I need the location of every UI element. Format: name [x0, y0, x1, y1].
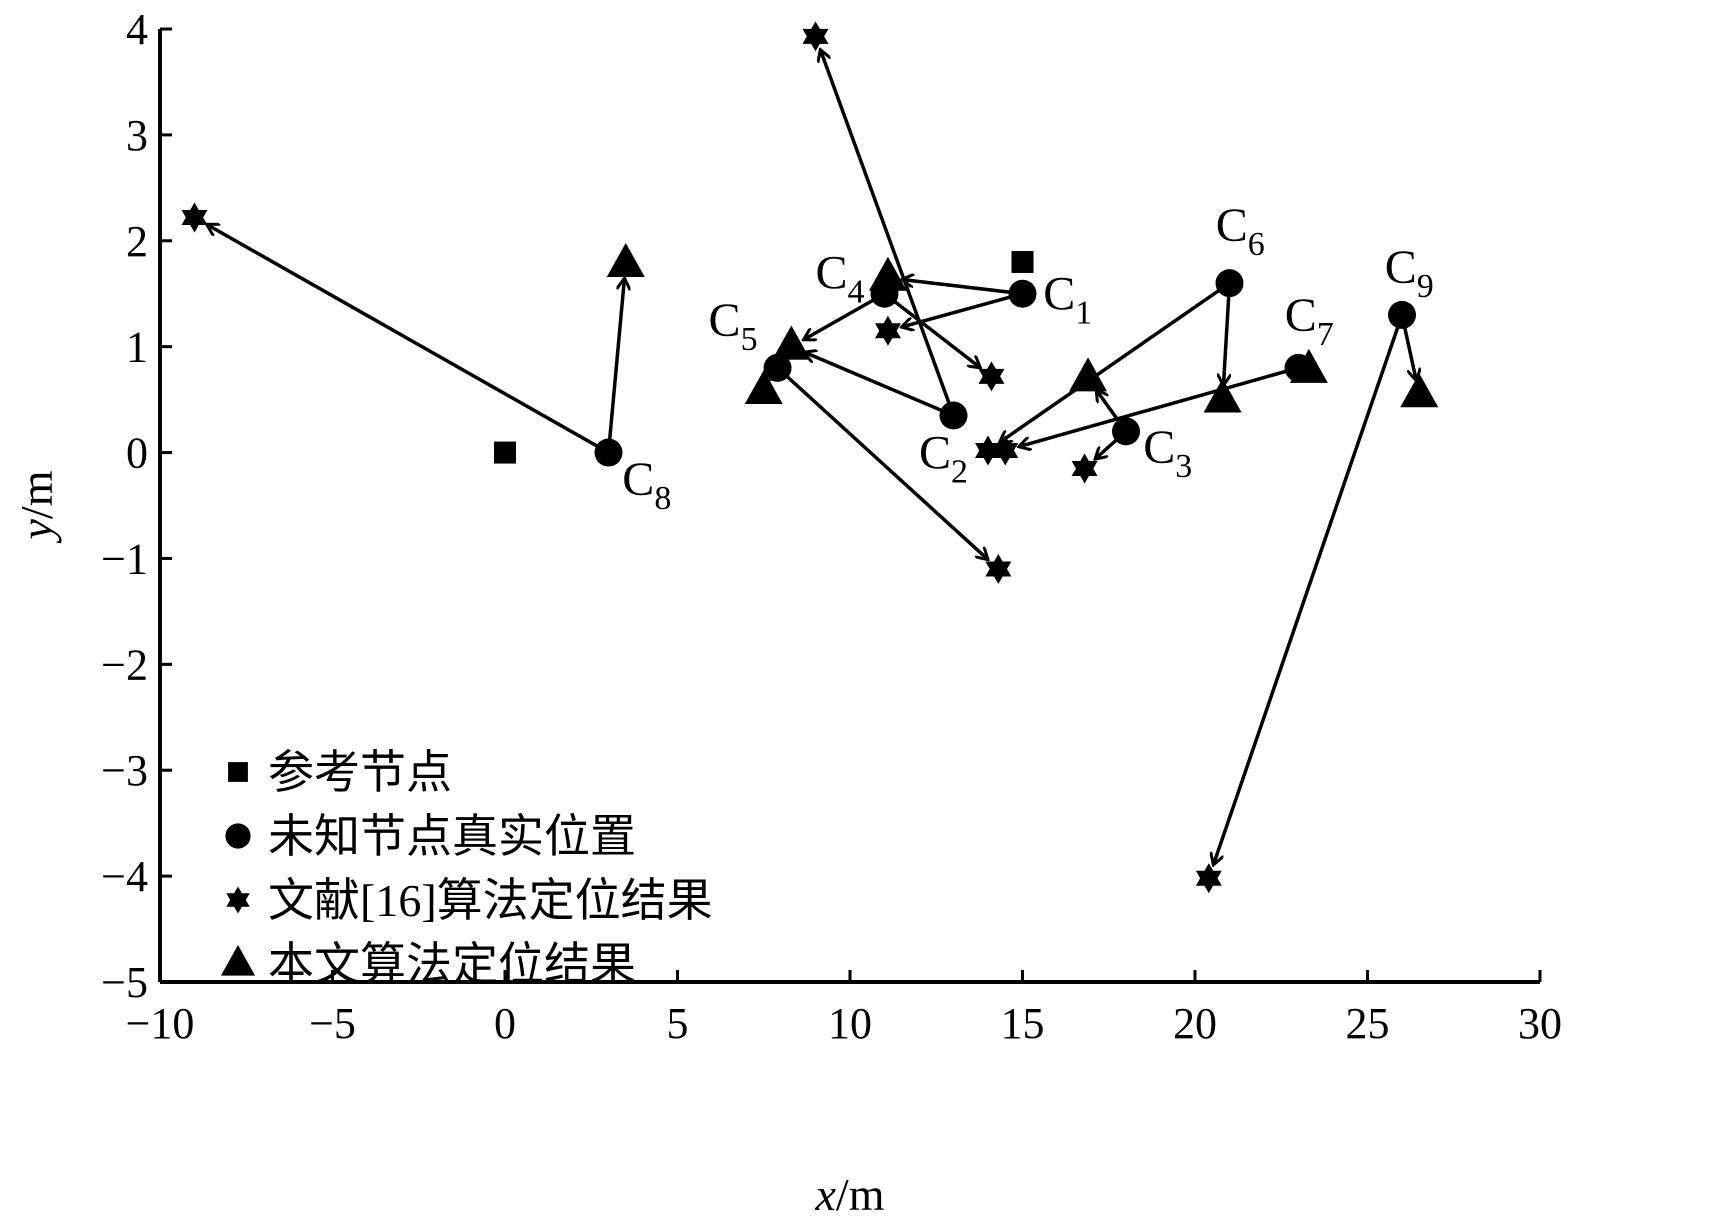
x-tick-label: −5	[309, 999, 356, 1048]
circle-marker	[1112, 417, 1140, 446]
arrow-to-star-estimate	[776, 366, 988, 560]
star-marker	[1071, 453, 1098, 484]
x-tick-label: 25	[1346, 999, 1390, 1048]
data-markers	[181, 21, 1439, 894]
x-tick-label: 20	[1173, 999, 1217, 1048]
star-marker	[978, 361, 1005, 392]
star-marker	[975, 435, 1001, 466]
circle-marker	[939, 401, 968, 430]
arrow-to-star-estimate	[1019, 366, 1299, 447]
node-label: C9	[1385, 241, 1434, 305]
y-tick-label: 4	[126, 5, 148, 54]
arrow-to-triangle-estimate	[1223, 283, 1232, 386]
circle-marker	[594, 438, 623, 467]
arrow-to-star-estimate	[207, 224, 610, 455]
x-tick-label: 10	[828, 999, 872, 1048]
arrow-to-triangle-estimate	[804, 292, 886, 340]
x-tick-label: 15	[1001, 999, 1045, 1048]
circle-marker	[225, 823, 251, 849]
node-label: C7	[1285, 289, 1334, 353]
node-labels: C1 C2 C3 C4 C5 C6 C7 C8 C9	[622, 199, 1433, 517]
star-marker	[181, 202, 208, 233]
arrow-to-triangle-estimate	[804, 352, 955, 418]
star-marker	[1195, 863, 1222, 894]
star-marker	[802, 21, 829, 52]
star-marker	[992, 435, 1019, 466]
node-label: C1	[1043, 268, 1092, 332]
triangle-marker	[772, 325, 811, 360]
y-tick-label: −4	[101, 852, 148, 901]
circle-marker	[1008, 279, 1037, 308]
triangle-marker	[1069, 357, 1108, 392]
legend-item: 本文算法定位结果	[220, 939, 636, 990]
circle-marker	[1388, 300, 1416, 329]
triangle-marker	[1203, 378, 1242, 413]
y-axis-label: y/m	[11, 470, 62, 543]
triangle-marker	[220, 945, 256, 976]
triangle-marker	[744, 370, 783, 405]
circle-marker	[1215, 269, 1244, 298]
y-tick-label: 1	[126, 323, 148, 372]
triangle-marker	[868, 256, 907, 291]
legend-label: 参考节点	[268, 747, 452, 798]
node-label: C4	[816, 246, 865, 310]
triangle-marker	[1400, 373, 1439, 408]
legend-item: 参考节点	[228, 747, 452, 798]
x-tick-label: 0	[494, 999, 516, 1048]
node-label: C6	[1216, 199, 1265, 263]
x-tick-label: 30	[1518, 999, 1562, 1048]
node-label: C3	[1143, 421, 1192, 485]
y-tick-label: 3	[126, 111, 148, 160]
error-arrows	[207, 50, 1417, 865]
arrow-to-triangle-estimate	[902, 279, 1023, 296]
arrow-to-star-estimate	[883, 292, 981, 368]
square-marker	[228, 762, 248, 782]
x-axis-label: x/m	[815, 1169, 885, 1220]
legend-label: 本文算法定位结果	[268, 939, 636, 990]
x-tick-label: 5	[667, 999, 689, 1048]
star-marker	[226, 886, 250, 914]
square-marker	[494, 441, 516, 464]
node-label: C5	[709, 294, 758, 358]
triangle-marker	[1289, 348, 1328, 383]
legend-label: 文献[16]算法定位结果	[268, 875, 713, 926]
x-tick-label: −10	[126, 999, 195, 1048]
y-tick-label: −5	[101, 958, 148, 1007]
y-tick-label: 2	[126, 217, 148, 266]
circle-marker	[763, 353, 792, 382]
legend-item: 未知节点真实位置	[225, 811, 636, 862]
triangle-marker	[606, 242, 645, 277]
y-tick-label: −3	[101, 746, 148, 795]
arrow-to-triangle-estimate	[606, 278, 625, 453]
legend-item: 文献[16]算法定位结果	[226, 875, 713, 926]
star-marker	[874, 315, 901, 346]
node-label: C2	[919, 426, 968, 490]
legend-label: 未知节点真实位置	[268, 811, 636, 862]
star-marker	[985, 554, 1012, 585]
y-tick-label: 0	[126, 429, 148, 478]
square-marker	[1011, 250, 1034, 273]
arrow-to-star-estimate	[1213, 314, 1404, 865]
arrow-to-star-estimate	[820, 50, 956, 417]
arrow-to-star-estimate	[1000, 281, 1231, 442]
y-tick-label: −2	[101, 640, 148, 689]
y-tick-label: −1	[101, 534, 148, 583]
node-label: C8	[622, 453, 671, 517]
